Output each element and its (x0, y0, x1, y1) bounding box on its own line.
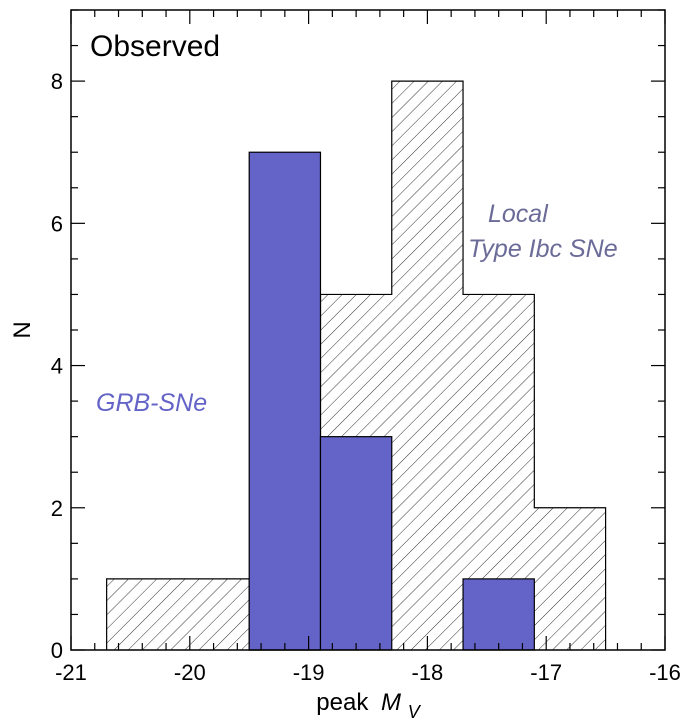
x-axis-label-subscript: V (408, 702, 422, 721)
axis-ticks (70, 9, 666, 651)
grb-sne-bar-2 (462, 578, 535, 651)
y-tick-label: 4 (51, 354, 63, 379)
grb-sne-bar-1 (319, 436, 393, 651)
local-label: Local (488, 200, 549, 228)
grb-sne-histogram (248, 151, 535, 651)
x-tick-label: -18 (412, 660, 444, 685)
y-tick-label: 2 (51, 496, 63, 521)
y-tick-label: 6 (51, 211, 63, 236)
x-tick-label: -21 (55, 660, 87, 685)
x-tick-label: -20 (174, 660, 206, 685)
x-tick-label: -17 (530, 660, 562, 685)
x-axis-label: peak M V (316, 689, 421, 721)
x-tick-label: -19 (293, 660, 325, 685)
grb-sne-label: GRB-SNe (96, 389, 207, 417)
tick-labels: -21 -20 -19 -18 -17 -16 0 2 4 6 8 (51, 69, 681, 685)
y-tick-label: 8 (51, 69, 63, 94)
local-ibc-bar-0 (106, 578, 250, 650)
type-ibc-label: Type Ibc SNe (468, 235, 618, 263)
x-tick-label: -16 (649, 660, 681, 685)
y-tick-label: 0 (51, 638, 63, 663)
panel-title: Observed (90, 30, 220, 63)
y-axis-label: N (9, 321, 36, 338)
local-ibc-bar-3 (391, 81, 464, 651)
local-ibc-bar-5 (534, 507, 606, 650)
x-axis-label-symbol: M (381, 689, 401, 716)
grb-sne-bar-0 (248, 151, 322, 651)
x-axis-label-text: peak (316, 689, 369, 716)
